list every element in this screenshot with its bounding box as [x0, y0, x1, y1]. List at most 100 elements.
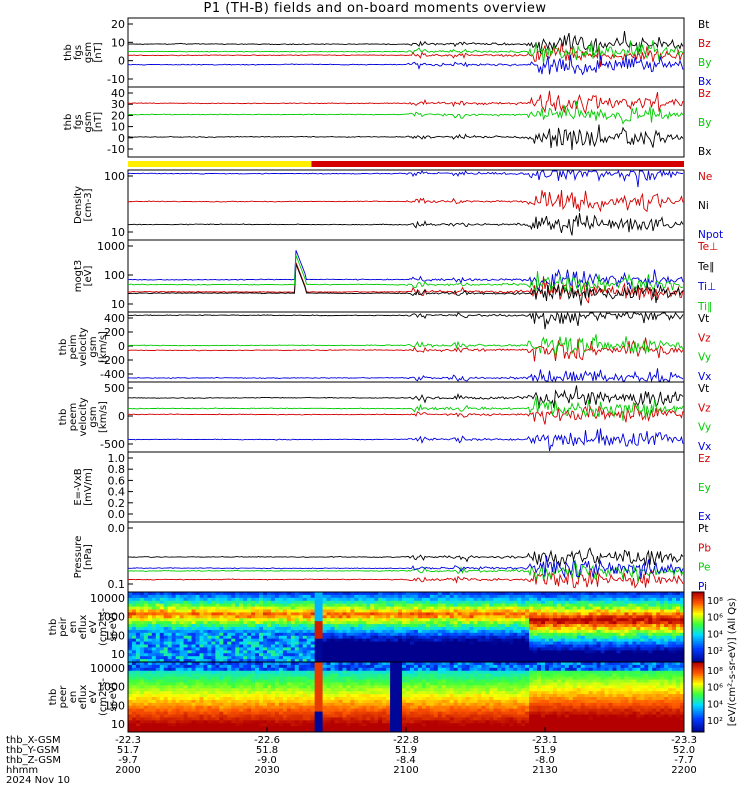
spectrogram-cell — [247, 715, 251, 718]
spectrogram-cell — [565, 607, 569, 610]
spectrogram-cell — [192, 691, 196, 694]
spectrogram-cell — [342, 726, 346, 729]
spectrogram-cell — [327, 712, 331, 715]
spectrogram-cell — [303, 720, 307, 723]
spectrogram-cell — [192, 703, 196, 706]
spectrogram-cell — [307, 604, 311, 607]
spectrogram-cell — [632, 645, 636, 648]
spectrogram-cell — [207, 610, 211, 613]
spectrogram-cell — [223, 615, 227, 618]
spectrogram-cell — [497, 615, 501, 618]
spectrogram-cell — [644, 633, 648, 636]
spectrogram-cell — [656, 653, 660, 656]
spectrogram-cell — [168, 677, 172, 680]
spectrogram-cell — [477, 595, 481, 598]
spectrogram-cell — [410, 630, 414, 633]
series-Te⊥ — [128, 263, 683, 303]
spectrogram-cell — [136, 717, 140, 720]
spectrogram-cell — [287, 717, 291, 720]
spectrogram-cell — [581, 630, 585, 633]
ytick-label: 10000 — [90, 592, 125, 605]
spectrogram-cell — [168, 598, 172, 601]
spectrogram-cell — [410, 639, 414, 642]
spectrogram-cell — [493, 610, 497, 613]
spectrogram-cell — [136, 668, 140, 671]
spectrogram-cell — [319, 610, 323, 613]
spectrogram-cell — [283, 601, 287, 604]
spectrogram-cell — [386, 627, 390, 630]
spectrogram-cell — [474, 656, 478, 659]
spectrogram-cell — [156, 726, 160, 729]
spectrogram-cell — [386, 630, 390, 633]
spectrogram-cell — [533, 630, 537, 633]
spectrogram-cell — [255, 674, 259, 677]
spectrogram-cell — [331, 726, 335, 729]
spectrogram-cell — [414, 621, 418, 624]
spectrogram-cell — [136, 682, 140, 685]
spectrogram-cell — [211, 647, 215, 650]
spectrogram-cell — [354, 715, 358, 718]
spectrogram-cell — [132, 624, 136, 627]
spectrogram-cell — [263, 715, 267, 718]
spectrogram-cell — [438, 647, 442, 650]
spectrogram-cell — [136, 656, 140, 659]
spectrogram-cell — [144, 647, 148, 650]
spectrogram-cell — [323, 627, 327, 630]
spectrogram-cell — [295, 639, 299, 642]
spectrogram-cell — [243, 706, 247, 709]
spectrogram-cell — [259, 618, 263, 621]
spectrogram-cell — [271, 615, 275, 618]
spectrogram-cell — [652, 618, 656, 621]
spectrogram-cell — [505, 610, 509, 613]
spectrogram-cell — [342, 697, 346, 700]
spectrogram-cell — [259, 601, 263, 604]
spectrogram-cell — [279, 639, 283, 642]
spectrogram-cell — [342, 647, 346, 650]
spectrogram-cell — [255, 645, 259, 648]
spectrogram-cell — [442, 653, 446, 656]
spectrogram-cell — [231, 650, 235, 653]
spectrogram-cell — [497, 624, 501, 627]
spectrogram-cell — [283, 674, 287, 677]
spectrogram-cell — [581, 627, 585, 630]
spectrogram-cell — [569, 645, 573, 648]
spectrogram-cell — [211, 712, 215, 715]
spectrogram-cell — [585, 618, 589, 621]
spectrogram-cell — [279, 700, 283, 703]
spectrogram-cell — [211, 598, 215, 601]
spectrogram-cell — [255, 598, 259, 601]
spectrogram-cell — [676, 650, 680, 653]
spectrogram-cell — [609, 607, 613, 610]
spectrogram-cell — [199, 712, 203, 715]
spectrogram-cell — [299, 633, 303, 636]
spectrogram-cell — [470, 633, 474, 636]
spectrogram-cell — [660, 653, 664, 656]
spectrogram-cell — [247, 601, 251, 604]
spectrogram-cell — [466, 642, 470, 645]
spectrogram-cell — [172, 624, 176, 627]
spectrogram-cell — [338, 697, 342, 700]
spectrogram-cell — [251, 650, 255, 653]
spectrogram-cell — [303, 601, 307, 604]
spectrogram-cell — [346, 604, 350, 607]
spectrogram-cell — [573, 604, 577, 607]
spectrogram-cell — [307, 697, 311, 700]
spectrogram-cell — [144, 668, 148, 671]
spectrogram-cell — [271, 665, 275, 668]
spectrogram-cell — [259, 633, 263, 636]
spectrogram-cell — [303, 723, 307, 726]
spectrogram-cell — [338, 680, 342, 683]
spectrogram-cell — [493, 630, 497, 633]
spectrogram-cell — [251, 633, 255, 636]
spectrogram-cell — [192, 621, 196, 624]
spectrogram-cell — [279, 717, 283, 720]
spectrogram-cell — [648, 642, 652, 645]
spectrogram-cell — [311, 621, 315, 624]
spectrogram-cell — [259, 726, 263, 729]
spectrogram-cell — [438, 612, 442, 615]
spectrogram-cell — [132, 633, 136, 636]
spectrogram-cell — [589, 595, 593, 598]
spectrogram-cell — [267, 674, 271, 677]
spectrogram-cell — [358, 706, 362, 709]
spectrogram-cell — [485, 615, 489, 618]
